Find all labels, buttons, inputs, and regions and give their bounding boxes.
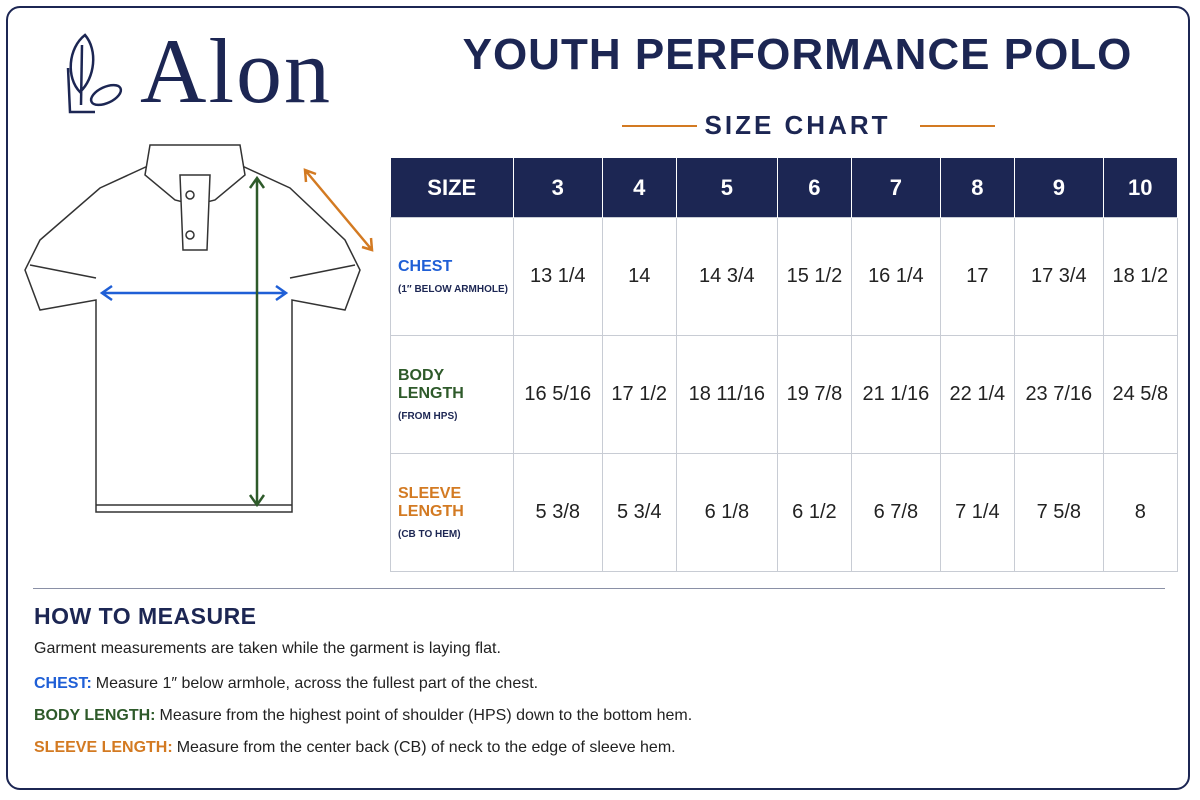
measure-term: BODY LENGTH: [34, 707, 156, 724]
row-note: (1″ BELOW ARMHOLE) [398, 284, 508, 295]
size-cell: 18 1/2 [1102, 217, 1179, 336]
column-header: 8 [940, 158, 1016, 218]
size-cell: 18 11/16 [675, 335, 778, 454]
brand-logo: Alon [140, 20, 332, 122]
size-cell: 17 3/4 [1014, 217, 1104, 336]
measure-term: CHEST: [34, 675, 92, 692]
size-cell: 15 1/2 [776, 217, 853, 336]
size-cell: 7 5/8 [1014, 453, 1104, 572]
measure-arrows [99, 168, 374, 508]
subtitle-rule [920, 125, 995, 127]
size-cell: 17 [939, 217, 1016, 336]
size-cell: 5 3/8 [513, 453, 603, 572]
column-header: SIZE [390, 158, 514, 218]
column-header: 5 [676, 158, 778, 218]
size-cell: 6 1/8 [675, 453, 778, 572]
row-label: BODY LENGTH [398, 367, 464, 402]
row-header: BODY LENGTH (FROM HPS) [390, 335, 514, 454]
column-header: 10 [1103, 158, 1179, 218]
polo-drawing [24, 144, 361, 513]
size-cell: 24 5/8 [1102, 335, 1179, 454]
row-label: CHEST [398, 258, 453, 275]
illustration [24, 33, 374, 513]
size-cell: 21 1/16 [851, 335, 941, 454]
size-cell: 23 7/16 [1014, 335, 1104, 454]
row-header: SLEEVE LENGTH (CB TO HEM) [390, 453, 514, 572]
title: YOUTH PERFORMANCE POLO [462, 30, 1133, 79]
measure-text: Measure from the center back (CB) of nec… [176, 739, 676, 756]
subtitle-rule [622, 125, 697, 127]
size-cell: 7 1/4 [939, 453, 1016, 572]
subtitle: SIZE CHART [704, 110, 891, 140]
size-cell: 16 5/16 [513, 335, 603, 454]
size-table: SIZE 3 4 5 6 7 8 9 10 CHEST (1″ BELOW ARMHOLE) 13 1… [390, 158, 1179, 572]
header-row: SIZE 3 4 5 6 7 8 9 10 [390, 158, 1179, 218]
row-note: (CB TO HEM) [398, 529, 461, 540]
size-cell: 14 [601, 217, 677, 336]
column-header: 7 [851, 158, 941, 218]
measure-line: CHEST: Measure 1″ below armhole, across t… [34, 675, 538, 693]
divider [33, 588, 1165, 589]
size-cell: 6 1/2 [776, 453, 853, 572]
table-row: SLEEVE LENGTH (CB TO HEM) 5 3/8 5 3/4 6 1/8 6… [390, 453, 1179, 572]
measure-text: Measure from the highest point of should… [159, 707, 693, 724]
size-cell: 19 7/8 [776, 335, 853, 454]
frame [6, 6, 1190, 790]
logo-icon [66, 33, 123, 114]
intro-text: Garment measurements are taken while the… [34, 640, 501, 657]
column-header: 4 [602, 158, 677, 218]
measure-line: BODY LENGTH: Measure from the highest poi… [34, 707, 692, 725]
column-header: 9 [1014, 158, 1104, 218]
table-body: CHEST (1″ BELOW ARMHOLE) 13 1/4 14 14 3/4 15 … [390, 217, 1179, 572]
size-cell: 8 [1102, 453, 1179, 572]
table-row: CHEST (1″ BELOW ARMHOLE) 13 1/4 14 14 3/4 15 … [390, 217, 1179, 336]
size-cell: 6 7/8 [851, 453, 941, 572]
measure-line: SLEEVE LENGTH: Measure from the center ba… [34, 739, 676, 757]
row-header: CHEST (1″ BELOW ARMHOLE) [390, 217, 514, 336]
table-row: BODY LENGTH (FROM HPS) 16 5/16 17 1/2 18 11/… [390, 335, 1179, 454]
section-title: HOW TO MEASURE [34, 603, 257, 629]
size-cell: 22 1/4 [939, 335, 1016, 454]
size-cell: 13 1/4 [513, 217, 603, 336]
measure-term: SLEEVE LENGTH: [34, 739, 173, 756]
row-label: SLEEVE LENGTH [398, 485, 464, 520]
row-note: (FROM HPS) [398, 411, 458, 422]
size-cell: 5 3/4 [601, 453, 677, 572]
column-header: 6 [777, 158, 853, 218]
size-cell: 17 1/2 [601, 335, 677, 454]
column-header: 3 [513, 158, 603, 218]
size-cell: 14 3/4 [675, 217, 778, 336]
measure-text: Measure 1″ below armhole, across the ful… [95, 675, 539, 692]
size-cell: 16 1/4 [851, 217, 941, 336]
